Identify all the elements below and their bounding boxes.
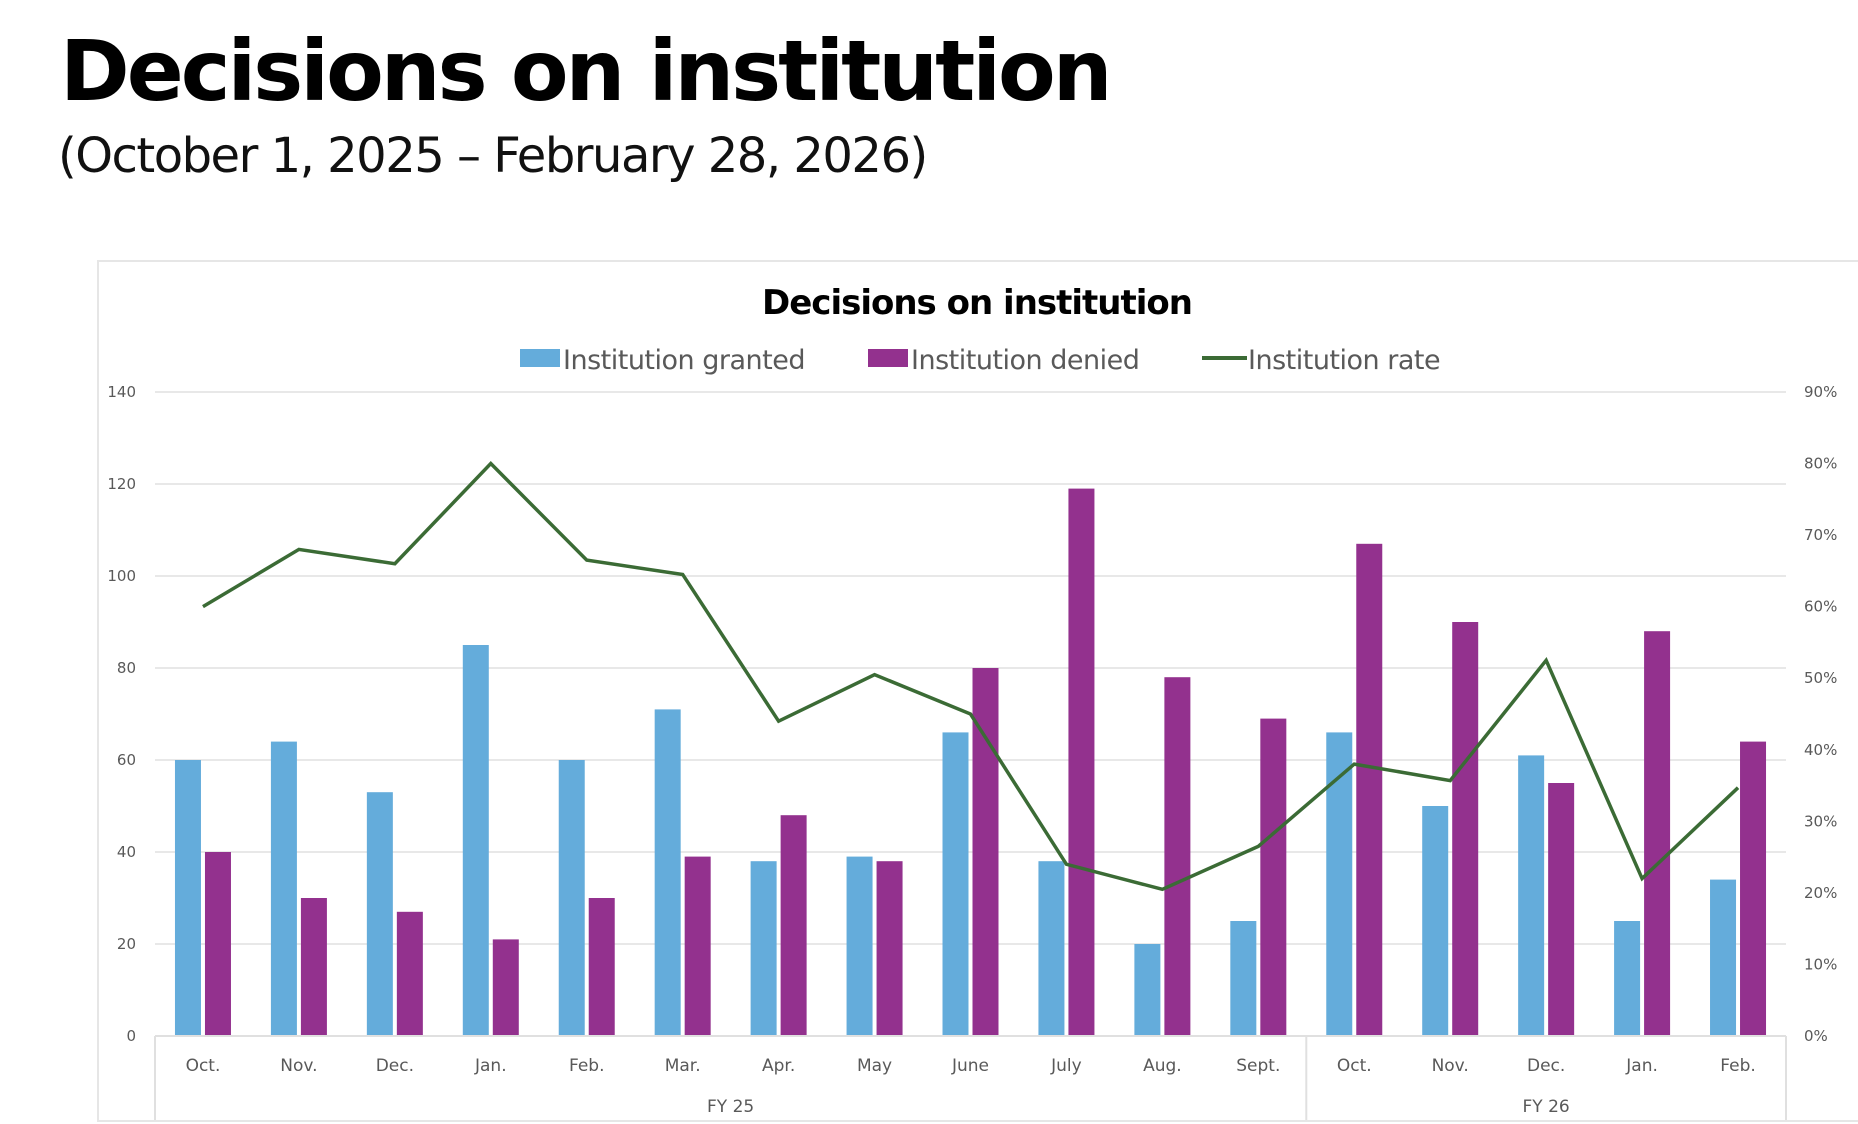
bar-granted <box>1038 861 1065 1036</box>
legend-label-denied: Institution denied <box>911 345 1139 376</box>
bar-granted <box>846 856 873 1036</box>
bar-denied <box>1740 741 1767 1036</box>
bar-denied <box>1452 622 1479 1036</box>
x-tick-label: Dec. <box>1527 1056 1565 1076</box>
bar-granted <box>558 760 585 1036</box>
y2-tick-label: 0% <box>1804 1027 1828 1045</box>
legend-label-granted: Institution granted <box>563 345 805 376</box>
y-tick-label: 140 <box>107 383 136 401</box>
bar-granted <box>174 760 201 1036</box>
x-tick-label: Apr. <box>762 1056 795 1076</box>
bar-granted <box>1422 806 1449 1036</box>
legend-label-rate: Institution rate <box>1248 345 1440 376</box>
rate-line <box>202 461 1740 892</box>
x-tick-label: Nov. <box>280 1056 317 1076</box>
bar-granted <box>750 861 777 1036</box>
legend-swatch-denied <box>868 349 908 367</box>
y2-tick-label: 10% <box>1804 955 1837 973</box>
y-tick-label: 0 <box>126 1027 136 1045</box>
bar-denied <box>588 898 615 1036</box>
legend-swatch-granted <box>520 349 560 367</box>
y2-tick-label: 40% <box>1804 741 1837 759</box>
page-title: Decisions on institution <box>60 22 1113 120</box>
bar-granted <box>270 741 297 1036</box>
bar-granted <box>1518 755 1545 1036</box>
x-tick-label: May <box>857 1056 892 1076</box>
bar-denied <box>972 668 999 1036</box>
x-tick-label: Nov. <box>1432 1056 1469 1076</box>
y2-tick-label: 70% <box>1804 526 1837 544</box>
bar-denied <box>300 898 327 1036</box>
x-group-label: FY 26 <box>1523 1097 1570 1117</box>
x-group-label: FY 25 <box>707 1097 754 1117</box>
y2-tick-label: 80% <box>1804 455 1837 473</box>
bar-denied <box>1260 718 1287 1036</box>
x-tick-label: July <box>1050 1056 1082 1076</box>
x-tick-label: June <box>951 1056 989 1076</box>
x-tick-label: Jan. <box>474 1056 507 1076</box>
bar-denied <box>1164 677 1191 1036</box>
x-tick-label: Aug. <box>1143 1056 1182 1076</box>
bar-denied <box>1356 543 1383 1036</box>
legend: Institution granted Institution denied I… <box>520 345 1441 376</box>
bar-denied <box>1548 783 1575 1036</box>
bar-denied <box>684 856 711 1036</box>
y-tick-label: 40 <box>117 843 136 861</box>
y-tick-label: 120 <box>107 475 136 493</box>
bar-granted <box>366 792 393 1036</box>
bar-granted <box>462 645 489 1036</box>
chart-title: Decisions on institution <box>762 283 1192 323</box>
x-tick-label: Feb. <box>569 1056 605 1076</box>
bar-granted <box>942 732 969 1036</box>
x-tick-label: Jan. <box>1625 1056 1658 1076</box>
bar-granted <box>1230 921 1257 1036</box>
y2-tick-label: 60% <box>1804 598 1837 616</box>
y2-tick-label: 30% <box>1804 812 1837 830</box>
x-tick-label: Sept. <box>1236 1056 1280 1076</box>
page-subtitle: (October 1, 2025 – February 28, 2026) <box>58 128 928 184</box>
bar-denied <box>1068 488 1095 1037</box>
bar-granted <box>1710 879 1737 1036</box>
x-tick-label: Mar. <box>665 1056 701 1076</box>
y-tick-label: 20 <box>117 935 136 953</box>
bar-granted <box>1134 944 1161 1036</box>
bar-denied <box>780 815 807 1036</box>
x-tick-label: Oct. <box>186 1056 221 1076</box>
bar-denied <box>204 852 231 1036</box>
bar-denied <box>492 939 519 1036</box>
y2-tick-label: 90% <box>1804 383 1837 401</box>
x-tick-label: Dec. <box>376 1056 414 1076</box>
bar-granted <box>654 709 681 1036</box>
y-tick-label: 80 <box>117 659 136 677</box>
bar-granted <box>1614 921 1641 1036</box>
bar-denied <box>876 861 903 1036</box>
x-tick-label: Oct. <box>1337 1056 1372 1076</box>
y2-tick-label: 50% <box>1804 669 1837 687</box>
y2-tick-label: 20% <box>1804 884 1837 902</box>
y-tick-label: 100 <box>107 567 136 585</box>
bar-denied <box>1644 631 1671 1036</box>
bar-denied <box>396 911 423 1036</box>
y-tick-label: 60 <box>117 751 136 769</box>
x-tick-label: Feb. <box>1720 1056 1756 1076</box>
